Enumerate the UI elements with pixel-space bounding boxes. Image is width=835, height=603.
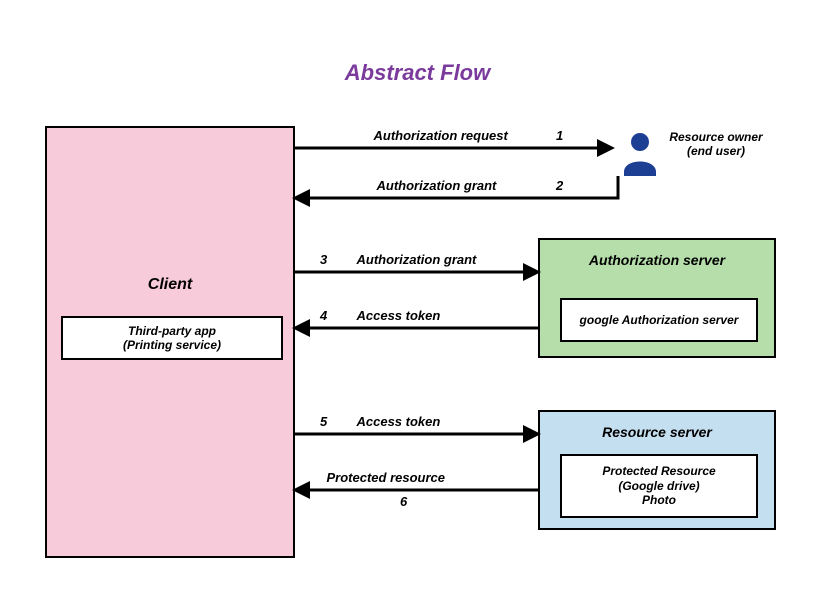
resource-server-box: Resource server Protected Resource(Google… — [538, 410, 776, 530]
edge-label-1: Authorization request — [374, 128, 508, 143]
user-label: Resource owner(end user) — [666, 130, 766, 159]
edge-number-6: 6 — [400, 494, 407, 509]
edge-number-4: 4 — [320, 308, 327, 323]
edge-label-6: Protected resource — [327, 470, 446, 485]
client-title: Client — [47, 276, 293, 294]
resource-server-sublabel: Protected Resource(Google drive)Photo — [560, 454, 758, 518]
edge-number-5: 5 — [320, 414, 327, 429]
resource-server-title: Resource server — [540, 424, 774, 440]
edge-number-3: 3 — [320, 252, 327, 267]
client-box: Client Third-party app(Printing service) — [45, 126, 295, 558]
edge-label-2: Authorization grant — [377, 178, 497, 193]
edge-number-2: 2 — [556, 178, 563, 193]
auth-server-sublabel: google Authorization server — [560, 298, 758, 342]
user-icon — [620, 132, 660, 176]
auth-server-title: Authorization server — [540, 252, 774, 268]
edge-label-3: Authorization grant — [357, 252, 477, 267]
edge-number-1: 1 — [556, 128, 563, 143]
diagram-title: Abstract Flow — [0, 60, 835, 86]
edge-label-5: Access token — [357, 414, 441, 429]
auth-server-box: Authorization server google Authorization… — [538, 238, 776, 358]
edge-label-4: Access token — [357, 308, 441, 323]
diagram-canvas: Abstract Flow Client Third-party app(Print… — [0, 0, 835, 603]
client-sublabel: Third-party app(Printing service) — [61, 316, 283, 360]
